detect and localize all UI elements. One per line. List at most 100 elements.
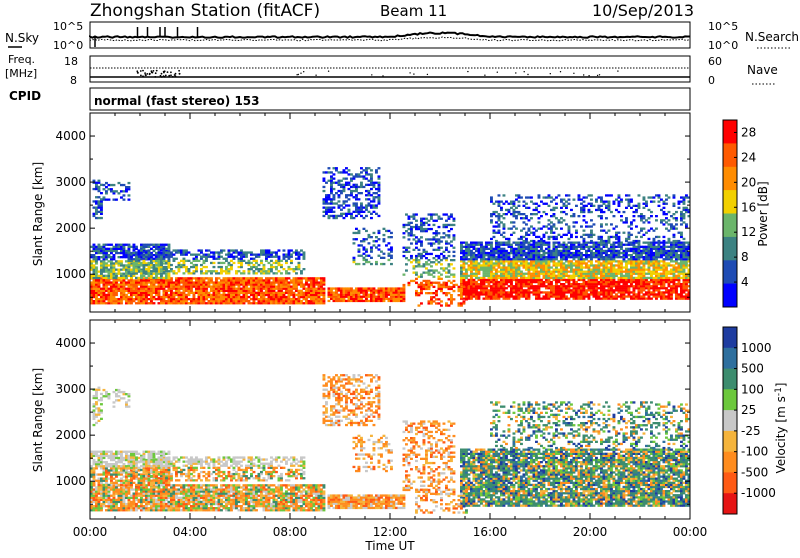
heatmap-cell bbox=[287, 298, 291, 301]
heatmap-cell bbox=[190, 272, 193, 275]
heatmap-cell bbox=[505, 272, 508, 275]
heatmap-cell bbox=[515, 272, 518, 275]
heatmap-cell bbox=[575, 291, 578, 294]
heatmap-cell bbox=[580, 245, 583, 248]
heatmap-cell bbox=[655, 289, 658, 292]
heatmap-cell bbox=[260, 289, 263, 292]
heatmap-cell bbox=[520, 283, 523, 286]
heatmap-cell bbox=[482, 247, 486, 250]
heatmap-cell bbox=[482, 249, 486, 253]
heatmap-cell bbox=[155, 291, 158, 294]
heatmap-cell bbox=[515, 264, 518, 267]
heatmap-cell bbox=[662, 249, 666, 253]
heatmap-cell bbox=[145, 255, 148, 258]
heatmap-cell bbox=[90, 262, 93, 265]
heatmap-cell bbox=[170, 253, 173, 256]
heatmap-cell bbox=[605, 264, 608, 267]
heatmap-cell bbox=[140, 285, 143, 288]
heatmap-cell bbox=[645, 297, 648, 300]
heatmap-cell bbox=[140, 302, 143, 305]
heatmap-cell bbox=[570, 254, 573, 257]
heatmap-cell bbox=[547, 251, 551, 255]
heatmap-cell bbox=[577, 268, 581, 271]
heatmap-cell bbox=[235, 279, 238, 282]
heatmap-cell bbox=[552, 285, 556, 288]
heatmap-cell bbox=[320, 279, 323, 282]
heatmap-cell bbox=[550, 251, 553, 255]
heatmap-cell bbox=[672, 283, 676, 286]
heatmap-cell bbox=[507, 251, 511, 255]
heatmap-cell bbox=[587, 264, 591, 267]
heatmap-cell bbox=[600, 256, 603, 259]
heatmap-cell bbox=[482, 274, 486, 277]
heatmap-cell bbox=[665, 262, 668, 265]
heatmap-cell bbox=[470, 251, 473, 255]
heatmap-cell bbox=[125, 276, 128, 280]
heatmap-cell bbox=[437, 242, 441, 245]
heatmap-cell bbox=[555, 291, 558, 294]
heatmap-cell bbox=[605, 266, 608, 269]
heatmap-cell bbox=[517, 241, 521, 244]
heatmap-cell bbox=[327, 293, 331, 296]
heatmap-cell bbox=[302, 302, 306, 305]
heatmap-cell bbox=[607, 293, 611, 296]
heatmap-cell bbox=[562, 293, 566, 296]
heatmap-cell bbox=[335, 192, 338, 195]
heatmap-cell bbox=[147, 279, 151, 282]
heatmap-cell bbox=[550, 276, 553, 280]
heatmap-cell bbox=[200, 255, 203, 258]
heatmap-cell bbox=[332, 293, 336, 296]
heatmap-cell bbox=[525, 297, 528, 300]
heatmap-cell bbox=[92, 295, 96, 299]
heatmap-cell bbox=[125, 295, 128, 299]
heatmap-cell bbox=[240, 255, 243, 258]
heatmap-cell bbox=[617, 291, 621, 294]
heatmap-cell bbox=[555, 293, 558, 296]
heatmap-cell bbox=[467, 258, 471, 261]
heatmap-cell bbox=[337, 287, 341, 290]
heatmap-cell bbox=[497, 258, 501, 261]
heatmap-cell bbox=[367, 204, 371, 207]
heatmap-cell bbox=[512, 270, 516, 273]
heatmap-cell bbox=[142, 293, 146, 297]
heatmap-cell bbox=[370, 194, 373, 197]
heatmap-cell bbox=[275, 253, 278, 256]
heatmap-cell bbox=[322, 302, 326, 305]
heatmap-cell bbox=[225, 285, 228, 288]
heatmap-cell bbox=[400, 295, 403, 298]
heatmap-cell bbox=[510, 258, 513, 261]
heatmap-cell bbox=[547, 241, 551, 244]
heatmap-cell bbox=[262, 265, 266, 269]
heatmap-cell bbox=[362, 206, 366, 209]
heatmap-cell bbox=[195, 257, 198, 260]
heatmap-cell bbox=[122, 198, 126, 201]
heatmap-cell bbox=[542, 241, 546, 244]
heatmap-cell bbox=[515, 258, 518, 261]
heatmap-cell bbox=[462, 268, 466, 271]
heatmap-cell bbox=[225, 298, 228, 301]
heatmap-cell bbox=[662, 264, 666, 267]
heatmap-cell bbox=[337, 293, 341, 296]
heatmap-cell bbox=[585, 293, 588, 296]
heatmap-cell bbox=[460, 260, 463, 263]
heatmap-cell bbox=[620, 264, 623, 267]
heatmap-cell bbox=[415, 219, 418, 222]
heatmap-cell bbox=[477, 285, 481, 288]
heatmap-cell bbox=[140, 293, 143, 297]
heatmap-cell bbox=[247, 302, 251, 305]
heatmap-cell bbox=[635, 241, 638, 244]
heatmap-cell bbox=[465, 241, 468, 244]
heatmap-cell bbox=[650, 251, 653, 255]
heatmap-cell bbox=[560, 264, 563, 267]
heatmap-cell bbox=[480, 283, 483, 286]
heatmap-cell bbox=[415, 240, 418, 243]
heatmap-cell bbox=[250, 283, 253, 286]
heatmap-cell bbox=[590, 274, 593, 277]
heatmap-cell bbox=[227, 293, 231, 297]
heatmap-cell bbox=[142, 283, 146, 286]
heatmap-cell bbox=[552, 241, 556, 244]
heatmap-cell bbox=[452, 238, 456, 241]
heatmap-cell bbox=[470, 270, 473, 273]
heatmap-cell bbox=[97, 281, 101, 284]
heatmap-cell bbox=[182, 272, 186, 275]
